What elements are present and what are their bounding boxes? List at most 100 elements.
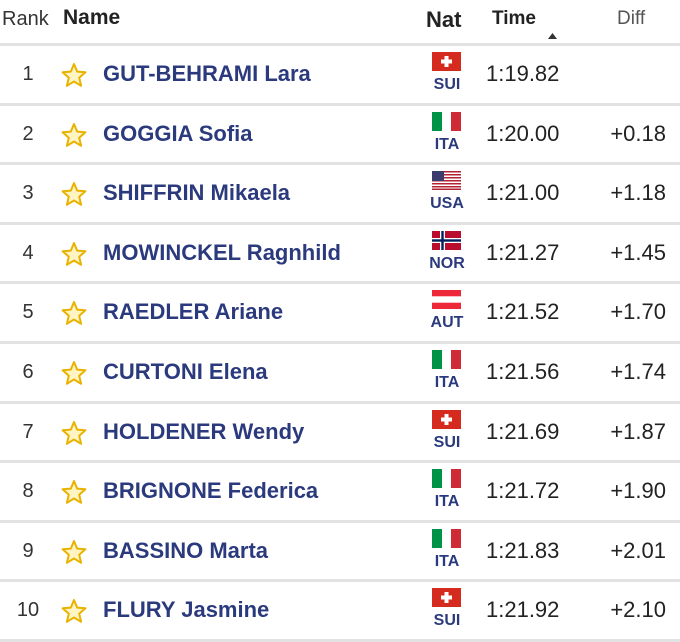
star-icon bbox=[61, 360, 87, 386]
nation-code: ITA bbox=[434, 135, 460, 153]
athlete-name[interactable]: BRIGNONE Federica bbox=[103, 478, 319, 504]
athlete-name[interactable]: SHIFFRIN Mikaela bbox=[103, 180, 291, 206]
time: 1:21.69 bbox=[486, 418, 560, 444]
result-row: 5 RAEDLER Ariane AUT 1:21.52 +1.70 bbox=[0, 284, 680, 344]
favorite-star[interactable] bbox=[61, 241, 87, 272]
diff: +1.70 bbox=[610, 299, 666, 325]
diff: +2.01 bbox=[610, 537, 666, 563]
flag-icon bbox=[432, 588, 461, 607]
time: 1:21.00 bbox=[486, 180, 560, 206]
time: 1:21.83 bbox=[486, 537, 560, 563]
favorite-star[interactable] bbox=[61, 420, 87, 451]
flag bbox=[432, 410, 461, 434]
star-icon bbox=[61, 181, 87, 207]
athlete-name[interactable]: CURTONI Elena bbox=[103, 358, 268, 384]
result-row: 2 GOGGIA Sofia ITA 1:20.00 +0.18 bbox=[0, 106, 680, 166]
flag bbox=[432, 171, 461, 195]
time: 1:21.72 bbox=[486, 478, 560, 504]
star-icon bbox=[61, 420, 87, 446]
rank: 4 bbox=[22, 241, 34, 264]
result-row: 6 CURTONI Elena ITA 1:21.56 +1.74 bbox=[0, 344, 680, 404]
athlete-name[interactable]: BASSINO Marta bbox=[103, 537, 269, 563]
flag-icon bbox=[432, 469, 461, 488]
result-row: 1 GUT-BEHRAMI Lara SUI 1:19.82 bbox=[0, 46, 680, 106]
rank: 7 bbox=[22, 420, 34, 443]
time: 1:21.52 bbox=[486, 299, 560, 325]
time: 1:20.00 bbox=[486, 120, 560, 146]
nation-code: SUI bbox=[433, 433, 461, 451]
flag-icon bbox=[432, 529, 461, 548]
header-row: Rank Name Nat Time Diff bbox=[0, 0, 680, 46]
star-icon bbox=[61, 122, 87, 148]
diff: +1.74 bbox=[610, 358, 666, 384]
diff: +1.18 bbox=[610, 180, 666, 206]
header-rank[interactable]: Rank bbox=[2, 8, 49, 30]
result-row: 8 BRIGNONE Federica ITA 1:21.72 +1.90 bbox=[0, 463, 680, 523]
time: 1:21.27 bbox=[486, 239, 560, 265]
flag-icon bbox=[432, 171, 461, 190]
star-icon bbox=[61, 62, 87, 88]
star-icon bbox=[61, 241, 87, 267]
athlete-name[interactable]: FLURY Jasmine bbox=[103, 597, 270, 623]
flag-icon bbox=[432, 52, 461, 71]
star-icon bbox=[61, 598, 87, 624]
favorite-star[interactable] bbox=[61, 479, 87, 510]
flag-icon bbox=[432, 290, 461, 309]
flag bbox=[432, 529, 461, 553]
header-name[interactable]: Name bbox=[63, 6, 121, 29]
flag bbox=[432, 52, 461, 76]
star-icon bbox=[61, 479, 87, 505]
athlete-name[interactable]: HOLDENER Wendy bbox=[103, 418, 305, 444]
athlete-name[interactable]: MOWINCKEL Ragnhild bbox=[103, 239, 341, 265]
favorite-star[interactable] bbox=[61, 300, 87, 331]
time: 1:21.92 bbox=[486, 597, 560, 623]
favorite-star[interactable] bbox=[61, 598, 87, 629]
nation-code: ITA bbox=[434, 373, 460, 391]
favorite-star[interactable] bbox=[61, 122, 87, 153]
flag bbox=[432, 350, 461, 374]
nation-code: USA bbox=[430, 195, 464, 213]
diff: +1.90 bbox=[610, 478, 666, 504]
time: 1:19.82 bbox=[486, 61, 560, 86]
rank: 10 bbox=[16, 599, 40, 622]
header-diff[interactable]: Diff bbox=[617, 8, 646, 29]
result-row: 9 BASSINO Marta ITA 1:21.83 +2.01 bbox=[0, 523, 680, 583]
flag bbox=[432, 112, 461, 136]
flag-icon bbox=[432, 350, 461, 369]
star-icon bbox=[61, 300, 87, 326]
rank: 1 bbox=[22, 63, 34, 85]
nation-code: SUI bbox=[433, 612, 461, 630]
nation-code: AUT bbox=[430, 314, 464, 332]
rank: 8 bbox=[22, 480, 34, 503]
flag bbox=[432, 469, 461, 493]
flag bbox=[432, 231, 461, 255]
rank: 9 bbox=[22, 539, 34, 562]
favorite-star[interactable] bbox=[61, 62, 87, 93]
rank: 5 bbox=[22, 301, 34, 324]
diff: +1.45 bbox=[610, 239, 666, 265]
flag-icon bbox=[432, 410, 461, 429]
result-row: 4 MOWINCKEL Ragnhild NOR 1:21.27 +1.45 bbox=[0, 225, 680, 285]
result-row: 10 FLURY Jasmine SUI 1:21.92 +2.10 bbox=[0, 582, 680, 642]
rank: 6 bbox=[22, 360, 34, 383]
diff: +1.87 bbox=[610, 418, 666, 444]
nation-code: NOR bbox=[429, 254, 465, 272]
flag-icon bbox=[432, 231, 461, 250]
nation-code: ITA bbox=[434, 552, 460, 570]
sort-arrow bbox=[548, 33, 557, 39]
favorite-star[interactable] bbox=[61, 360, 87, 391]
athlete-name[interactable]: GUT-BEHRAMI Lara bbox=[103, 61, 311, 86]
athlete-name[interactable]: RAEDLER Ariane bbox=[103, 299, 284, 325]
result-row: 7 HOLDENER Wendy SUI 1:21.69 +1.87 bbox=[0, 404, 680, 464]
header-time[interactable]: Time bbox=[492, 8, 537, 29]
favorite-star[interactable] bbox=[61, 181, 87, 212]
rank: 3 bbox=[22, 182, 34, 205]
diff: +0.18 bbox=[610, 120, 666, 146]
diff: +2.10 bbox=[610, 597, 666, 623]
flag bbox=[432, 588, 461, 612]
favorite-star[interactable] bbox=[61, 539, 87, 570]
time: 1:21.56 bbox=[486, 358, 560, 384]
header-nat[interactable]: Nat bbox=[426, 7, 462, 32]
athlete-name[interactable]: GOGGIA Sofia bbox=[103, 120, 253, 146]
